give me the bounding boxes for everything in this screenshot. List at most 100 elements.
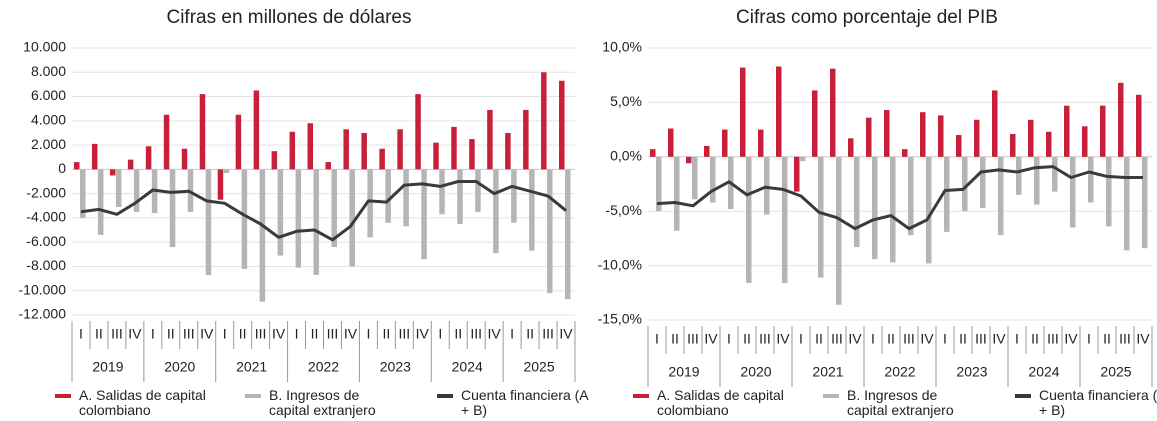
bar xyxy=(235,114,242,170)
x-tick-label: II xyxy=(959,331,967,347)
x-tick-label: I xyxy=(366,326,370,342)
bar xyxy=(559,80,565,170)
bar xyxy=(926,156,932,264)
bar xyxy=(704,145,710,157)
bar xyxy=(133,169,140,212)
x-tick-label: II xyxy=(167,326,175,342)
legend-item: Cuenta financiera (A + B) xyxy=(1015,388,1157,418)
bar xyxy=(451,126,457,170)
bar xyxy=(403,169,409,227)
x-tick-label: III xyxy=(1047,331,1059,347)
x-tick-label: I xyxy=(727,331,731,347)
legend-swatch xyxy=(633,394,649,398)
legend-label: A. Salidas de capital colombiano xyxy=(79,387,206,418)
legend-swatch xyxy=(437,394,453,398)
x-tick-label: II xyxy=(1031,331,1039,347)
x-tick-label: II xyxy=(887,331,895,347)
bar xyxy=(313,169,320,275)
bar xyxy=(547,169,553,294)
bar xyxy=(674,156,680,231)
bar xyxy=(686,156,692,164)
bar xyxy=(1070,156,1076,228)
bar xyxy=(97,169,104,235)
bar xyxy=(1136,94,1142,157)
x-tick-label: III xyxy=(327,326,339,342)
bar xyxy=(902,149,908,157)
bar xyxy=(541,72,547,170)
y-tick-label: 6.000 xyxy=(31,87,66,103)
year-label: 2025 xyxy=(523,359,554,375)
y-tick-label: 0,0% xyxy=(610,148,642,164)
x-tick-label: IV xyxy=(776,331,790,347)
bar xyxy=(241,169,248,269)
x-tick-label: I xyxy=(79,326,83,342)
bar xyxy=(818,156,824,278)
legend: A. Salidas de capital colombiano B. Ingre… xyxy=(0,388,588,421)
year-label: 2024 xyxy=(452,359,483,375)
year-label: 2022 xyxy=(308,359,339,375)
legend-swatch xyxy=(1015,394,1031,398)
bar xyxy=(91,143,98,170)
x-tick-label: I xyxy=(510,326,514,342)
bar xyxy=(890,156,896,263)
x-tick-label: III xyxy=(759,331,771,347)
x-tick-label: II xyxy=(239,326,247,342)
x-tick-label: III xyxy=(542,326,554,342)
bar xyxy=(325,162,331,170)
year-label: 2023 xyxy=(956,364,987,380)
x-tick-label: III xyxy=(183,326,195,342)
bar xyxy=(1124,156,1130,251)
bar xyxy=(457,169,463,224)
bar xyxy=(505,132,511,170)
x-tick-label: I xyxy=(871,331,875,347)
y-tick-label: 4.000 xyxy=(31,112,66,128)
bar xyxy=(1118,82,1124,157)
bar xyxy=(722,129,728,157)
bar xyxy=(397,129,403,170)
bar xyxy=(511,169,517,223)
bar xyxy=(361,132,367,170)
year-label: 2019 xyxy=(92,359,123,375)
y-tick-label: 0 xyxy=(58,160,66,176)
bar xyxy=(349,169,355,267)
x-tick-label: II xyxy=(454,326,462,342)
x-tick-label: III xyxy=(831,331,843,347)
bar xyxy=(980,156,986,208)
legend-item: B. Ingresos de capital extranjero xyxy=(823,388,977,418)
legend: A. Salidas de capital colombiano B. Ingre… xyxy=(578,388,1157,421)
bar xyxy=(1046,131,1052,157)
bar xyxy=(271,151,278,170)
legend-label: B. Ingresos de capital extranjero xyxy=(847,387,954,418)
bar xyxy=(854,156,860,248)
x-tick-label: II xyxy=(311,326,319,342)
legend-label: Cuenta financiera (A + B) xyxy=(1039,387,1157,418)
bar xyxy=(367,169,373,238)
bar xyxy=(1082,126,1088,157)
bar xyxy=(385,169,391,223)
bar xyxy=(343,129,349,170)
year-label: 2021 xyxy=(236,359,267,375)
y-tick-label: 10.000 xyxy=(23,39,66,55)
legend-item: A. Salidas de capital colombiano xyxy=(55,388,209,418)
y-tick-label: 10,0% xyxy=(602,39,642,55)
legend-swatch xyxy=(245,394,261,398)
x-tick-label: IV xyxy=(920,331,934,347)
bar xyxy=(415,94,421,170)
legend-item: Cuenta financiera (A + B) xyxy=(437,388,591,418)
x-tick-label: I xyxy=(655,331,659,347)
y-tick-label: -15,0% xyxy=(598,311,642,327)
x-tick-label: II xyxy=(671,331,679,347)
x-tick-label: IV xyxy=(488,326,502,342)
x-tick-label: IV xyxy=(848,331,862,347)
x-tick-label: II xyxy=(1103,331,1111,347)
bar xyxy=(764,156,770,215)
bar xyxy=(331,169,337,248)
bar xyxy=(487,109,493,170)
bar xyxy=(668,128,674,157)
bar xyxy=(73,162,80,170)
x-tick-label: IV xyxy=(272,326,286,342)
line-series xyxy=(656,165,1143,231)
bar xyxy=(800,156,806,162)
year-label: 2025 xyxy=(1100,364,1131,380)
bar xyxy=(223,169,230,174)
